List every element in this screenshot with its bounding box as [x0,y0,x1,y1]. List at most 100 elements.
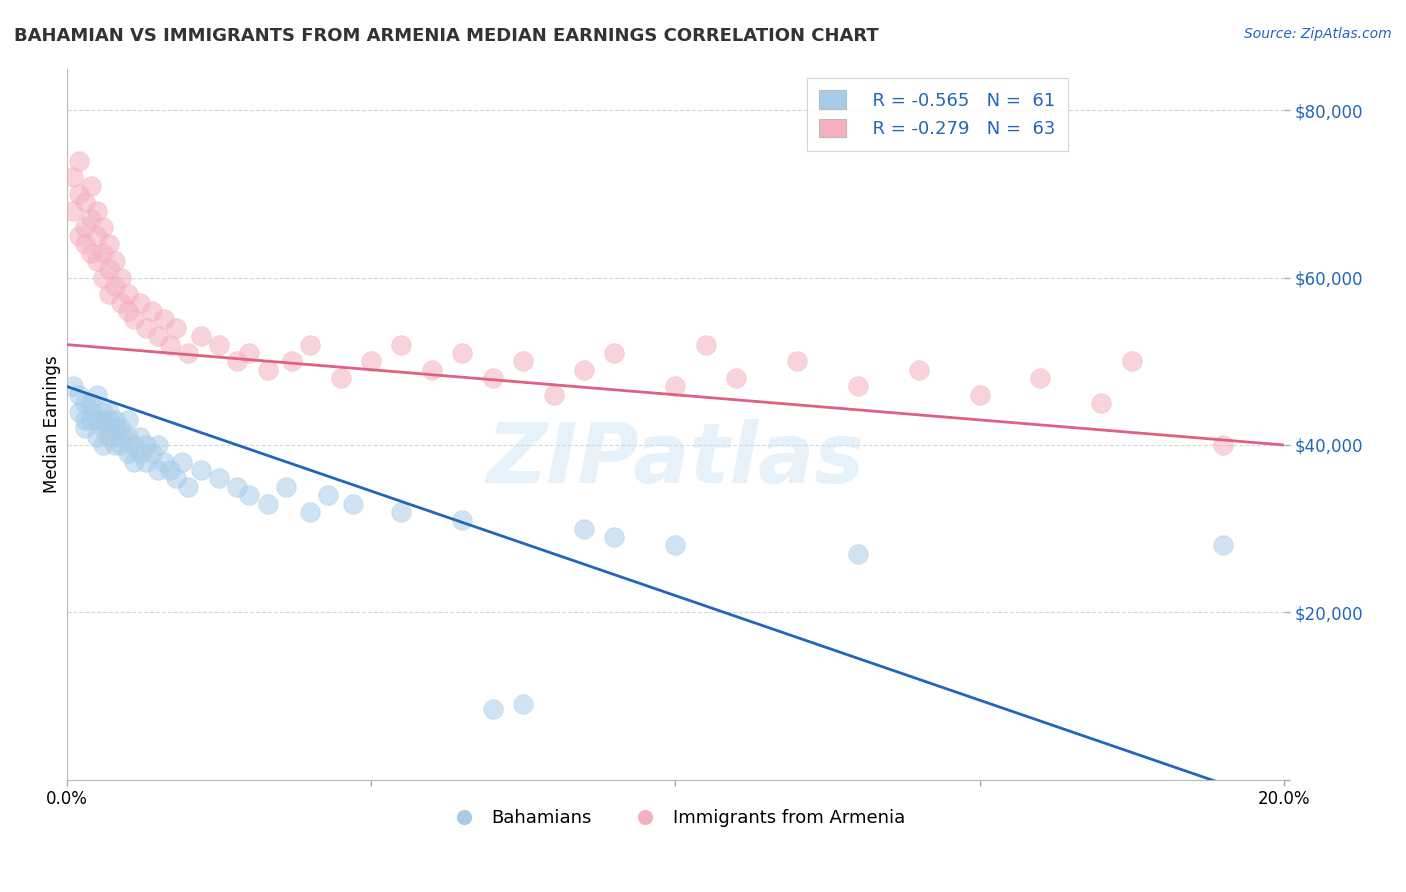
Legend: Bahamians, Immigrants from Armenia: Bahamians, Immigrants from Armenia [439,802,912,835]
Text: Source: ZipAtlas.com: Source: ZipAtlas.com [1244,27,1392,41]
Point [104,254,127,268]
Point [165,471,187,485]
Point [153,312,176,326]
Point [177,480,200,494]
Point [1212,538,1234,552]
Point [1029,371,1052,385]
Point [1090,396,1112,410]
Point [80,404,103,418]
Point [104,421,127,435]
Point [122,455,145,469]
Point [1212,438,1234,452]
Point [299,337,322,351]
Point [62,170,84,185]
Point [80,413,103,427]
Point [664,538,686,552]
Point [360,354,382,368]
Point [98,421,121,435]
Point [98,404,121,418]
Point [159,337,181,351]
Point [146,463,169,477]
Point [73,237,96,252]
Point [512,698,534,712]
Point [543,388,565,402]
Point [62,379,84,393]
Point [110,421,132,435]
Point [122,438,145,452]
Point [141,304,163,318]
Text: ZIPatlas: ZIPatlas [486,419,865,500]
Point [104,438,127,452]
Point [190,329,212,343]
Point [80,396,103,410]
Point [80,178,103,193]
Point [110,429,132,443]
Point [165,321,187,335]
Point [128,429,150,443]
Point [572,362,595,376]
Point [117,304,139,318]
Point [91,438,114,452]
Point [481,371,503,385]
Point [846,379,869,393]
Point [969,388,991,402]
Point [274,480,297,494]
Point [86,228,108,243]
Point [117,287,139,301]
Point [256,362,278,376]
Point [451,346,474,360]
Point [67,228,90,243]
Point [117,446,139,460]
Point [420,362,443,376]
Y-axis label: Median Earnings: Median Earnings [44,355,60,493]
Point [190,463,212,477]
Point [208,337,231,351]
Point [208,471,231,485]
Point [98,429,121,443]
Point [603,346,626,360]
Point [146,438,169,452]
Point [91,404,114,418]
Point [73,195,96,210]
Point [238,346,260,360]
Point [159,463,181,477]
Point [128,446,150,460]
Point [73,220,96,235]
Point [86,203,108,218]
Point [98,237,121,252]
Point [238,488,260,502]
Point [281,354,304,368]
Point [86,413,108,427]
Point [226,480,249,494]
Point [98,262,121,277]
Point [86,429,108,443]
Point [62,203,84,218]
Point [98,287,121,301]
Point [98,413,121,427]
Point [318,488,340,502]
Point [725,371,748,385]
Point [256,497,278,511]
Point [177,346,200,360]
Point [86,254,108,268]
Point [786,354,808,368]
Point [73,421,96,435]
Text: BAHAMIAN VS IMMIGRANTS FROM ARMENIA MEDIAN EARNINGS CORRELATION CHART: BAHAMIAN VS IMMIGRANTS FROM ARMENIA MEDI… [14,27,879,45]
Point [110,295,132,310]
Point [846,547,869,561]
Point [907,362,929,376]
Point [135,438,157,452]
Point [117,413,139,427]
Point [329,371,352,385]
Point [128,295,150,310]
Point [481,701,503,715]
Point [695,337,717,351]
Point [299,505,322,519]
Point [104,413,127,427]
Point [67,186,90,201]
Point [1121,354,1143,368]
Point [73,396,96,410]
Point [73,413,96,427]
Point [141,446,163,460]
Point [67,388,90,402]
